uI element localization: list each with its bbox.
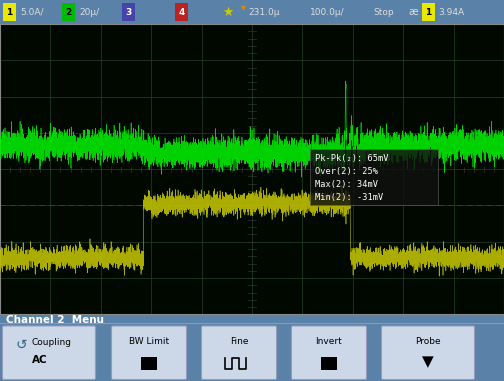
FancyBboxPatch shape — [111, 326, 186, 379]
Bar — [3, 3, 16, 21]
Bar — [321, 357, 337, 370]
Text: 4: 4 — [178, 8, 184, 16]
Text: 5.0A/: 5.0A/ — [20, 8, 43, 16]
Text: Fine: Fine — [230, 337, 248, 346]
FancyBboxPatch shape — [3, 326, 95, 379]
Text: Stop: Stop — [373, 8, 394, 16]
Text: Over(2): 25%: Over(2): 25% — [315, 166, 378, 176]
FancyBboxPatch shape — [382, 326, 474, 379]
Text: BW Limit: BW Limit — [129, 337, 169, 346]
Bar — [122, 3, 135, 21]
Text: 1: 1 — [425, 8, 431, 16]
Text: 20μ/: 20μ/ — [79, 8, 99, 16]
Bar — [141, 357, 157, 370]
Text: ★: ★ — [222, 5, 234, 19]
Text: ▾: ▾ — [240, 2, 245, 12]
Text: 100.0μ/: 100.0μ/ — [310, 8, 345, 16]
Bar — [62, 3, 75, 21]
Text: Max(2): 34mV: Max(2): 34mV — [315, 180, 378, 189]
Text: Pk-Pk(₂): 65mV: Pk-Pk(₂): 65mV — [315, 154, 389, 163]
Text: Min(2): -31mV: Min(2): -31mV — [315, 193, 383, 202]
Text: Channel 2  Menu: Channel 2 Menu — [6, 315, 104, 325]
FancyBboxPatch shape — [202, 326, 277, 379]
Text: Probe: Probe — [415, 337, 441, 346]
Text: ↺: ↺ — [16, 338, 28, 352]
Bar — [175, 3, 188, 21]
Text: 1: 1 — [7, 8, 13, 16]
Text: 3: 3 — [125, 8, 132, 16]
FancyBboxPatch shape — [291, 326, 366, 379]
Bar — [310, 149, 438, 205]
Text: Coupling: Coupling — [32, 338, 72, 347]
Text: 231.0μ: 231.0μ — [248, 8, 280, 16]
Text: 3.94A: 3.94A — [438, 8, 464, 16]
Text: 2: 2 — [66, 8, 72, 16]
Text: Invert: Invert — [316, 337, 342, 346]
Text: ▼: ▼ — [422, 354, 434, 369]
Text: æ: æ — [408, 7, 418, 17]
Bar — [422, 3, 435, 21]
Text: AC: AC — [32, 355, 47, 365]
